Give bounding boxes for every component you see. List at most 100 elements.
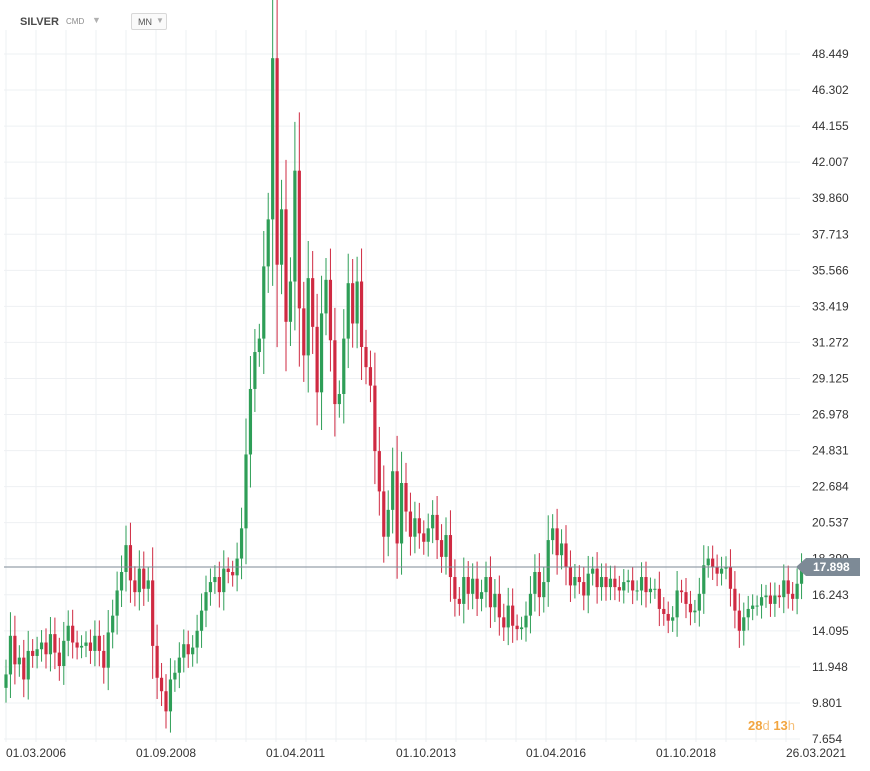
candle-body [88,642,93,651]
candle-body [13,635,17,665]
candle-body [17,657,21,665]
candle-body [293,170,297,282]
candle-body [44,642,48,655]
candle-body [648,588,653,593]
candle-body [8,635,13,675]
y-tick-label: 35.566 [812,263,849,277]
caret-down-icon: ▼ [156,16,164,25]
x-tick-label: 01.09.2008 [136,746,196,760]
candle-body [746,608,750,618]
candle-body [364,346,368,368]
candle-body [613,578,617,588]
candle-body [671,617,675,621]
x-tick-label: 01.04.2016 [526,746,586,760]
candle-body [484,577,488,593]
candle-body [537,571,541,598]
candle-body [262,266,266,339]
candle-body [102,650,106,668]
countdown-days: 28 [748,718,763,733]
current-price-label: 17.898 [813,560,850,574]
candle-body [199,610,204,631]
candle-body [422,533,426,542]
y-tick-label: 11.948 [812,660,848,674]
candle-body [519,627,524,630]
candle-body [488,577,493,608]
y-tick-label: 44.155 [812,119,849,133]
candle-body [622,582,626,591]
candle-body [635,590,639,592]
candle-body [48,634,53,655]
candle-body [213,577,217,583]
candle-body [684,592,688,604]
candle-body [528,593,533,616]
candle-body [204,592,208,611]
y-tick-label: 20.537 [812,516,849,530]
candle-body [164,691,168,712]
y-tick-label: 37.713 [812,227,849,241]
chart-toolbar: SILVER CMD ▼ MN ▼ [0,0,870,40]
candle-body [133,580,137,593]
candle-body [119,571,124,591]
y-tick-label: 46.302 [812,83,849,97]
candle-body [733,588,737,611]
candle-body [764,595,768,598]
candle-body [62,640,66,667]
candle-body [493,593,497,608]
candle-body [342,338,346,395]
timeframe-selector[interactable]: MN ▼ [131,13,167,30]
candle-body [555,528,559,556]
candle-body [591,568,595,574]
candle-body [186,644,190,655]
candle-body [373,385,377,452]
candle-body [768,595,773,604]
candle-body [399,483,404,544]
x-tick-label: 01.10.2018 [656,746,716,760]
candle-body [542,582,546,598]
y-tick-label: 22.684 [812,480,849,494]
candle-body [319,313,324,393]
symbol-label[interactable]: SILVER [20,16,59,28]
candle-body [577,577,581,583]
candle-body [302,308,306,356]
candle-body [453,577,457,599]
candle-body [333,340,337,405]
candle-body [755,605,759,607]
candle-body [582,582,586,596]
x-tick-label: 01.03.2006 [6,746,66,760]
candle-body [595,568,599,588]
candle-body [506,605,510,628]
candle-body [724,566,728,569]
candle-body [355,281,359,324]
category-label[interactable]: CMD [66,17,85,26]
candle-body [244,454,248,529]
candle-body [662,608,666,614]
candle-body [208,582,213,593]
candle-body [679,590,684,593]
candle-body [502,617,506,628]
candle-body [448,535,453,578]
y-tick-label: 9.801 [812,696,842,710]
y-tick-label: 26.978 [812,408,849,422]
candle-body [382,491,386,537]
candle-body [715,566,719,574]
y-tick-label: 29.125 [812,371,849,385]
candle-body [222,568,226,593]
caret-down-icon[interactable]: ▼ [92,15,101,25]
x-tick-label: 01.04.2011 [266,746,325,760]
candle-body [626,580,630,583]
candle-body [586,573,590,596]
candle-body [782,580,786,598]
y-tick-label: 33.419 [812,299,849,313]
candle-body [155,645,159,678]
candle-body [182,644,186,658]
candle-body [688,603,693,613]
x-tick-label: 01.10.2013 [396,746,456,760]
y-tick-label: 14.095 [812,624,849,638]
candle-body [271,58,275,220]
candle-body [742,617,746,631]
candle-body [35,649,39,656]
candle-body [737,610,741,631]
candle-body [257,338,261,353]
candle-body [377,451,381,492]
